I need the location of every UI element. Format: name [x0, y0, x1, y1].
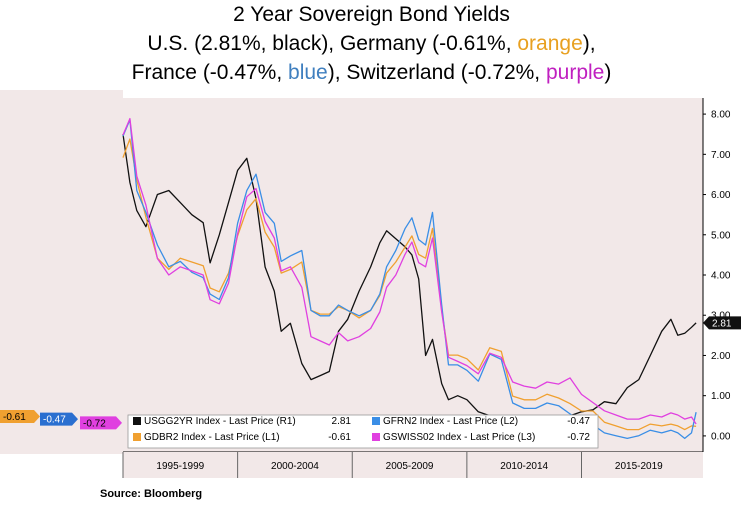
price-tag-label-germany: -0.61: [3, 412, 26, 423]
period-band: [123, 452, 703, 478]
axis-tick-label: 5.00: [711, 230, 731, 241]
legend-label-us: USGG2YR Index - Last Price (R1): [144, 416, 296, 427]
period-label: 2010-2014: [500, 461, 548, 472]
series-line-germany: [122, 138, 697, 431]
bond-yield-chart: 7.006.005.004.003.002.001.000.00-1.00 8.…: [0, 90, 741, 478]
axis-tick-label: 3.00: [711, 311, 731, 322]
legend-swatch-germany: [133, 433, 141, 441]
chart-subtitle-line-3: France (-0.47%, blue), Switzerland (-0.7…: [0, 60, 743, 86]
legend-label-france: GFRN2 Index - Last Price (L2): [383, 416, 518, 427]
series-line-switzerland: [122, 117, 697, 425]
legend-value-france: -0.47: [567, 416, 590, 427]
price-tag-label-us: 2.81: [712, 318, 732, 329]
legend-value-us: 2.81: [332, 416, 352, 427]
legend-label-germany: GDBR2 Index - Last Price (L1): [144, 432, 280, 443]
subtitle-orange-word: orange: [517, 32, 583, 55]
right-axis: 8.00 7.00 6.00 5.00 4.00 3.00 2.00 1.00 0.00: [702, 98, 731, 452]
chart-legend: USGG2YR Index - Last Price (R1) 2.81 GDBR2…: [127, 414, 599, 449]
period-label: 2015-2019: [615, 461, 663, 472]
price-tag-label-switzerland: -0.72: [83, 418, 106, 429]
price-tag-switzerland: [80, 416, 122, 430]
axis-tick-label: 4.00: [711, 271, 731, 282]
legend-swatch-switzerland: [372, 433, 380, 441]
axis-tick-label: 0.00: [711, 431, 731, 442]
subtitle-switzerland-text: ), Switzerland (-0.72%,: [327, 61, 546, 84]
legend-swatch-us: [133, 417, 141, 425]
period-label: 2005-2009: [386, 461, 434, 472]
axis-strip: [0, 90, 123, 454]
chart-subtitle-line-2: U.S. (2.81%, black), Germany (-0.61%, or…: [0, 31, 743, 57]
legend-value-switzerland: -0.72: [567, 432, 590, 443]
series-layer: [122, 117, 697, 440]
legend-label-switzerland: GSWISS02 Index - Last Price (L3): [383, 432, 535, 443]
legend-box: [127, 414, 599, 449]
subtitle-line3-close: ): [604, 61, 612, 84]
plot-area: [123, 98, 703, 452]
x-axis-periods: 1995-1999 2000-2004 2005-2009 2010-2014 2015…: [122, 451, 703, 478]
chart-title: 2 Year Sovereign Bond Yields: [233, 3, 510, 26]
price-tag-label-france: -0.47: [43, 415, 66, 426]
subtitle-france-text: France (-0.47%,: [131, 61, 289, 84]
last-price-tags: 2.81 -0.61 -0.47 -0.72: [0, 316, 741, 430]
subtitle-us-germany-text: U.S. (2.81%, black), Germany (-0.61%,: [147, 32, 518, 55]
price-tag-germany: [0, 409, 40, 423]
source-note: Source: Bloomberg: [100, 488, 203, 500]
axis-tick-label: 2.00: [711, 351, 731, 362]
subtitle-purple-word: purple: [545, 61, 605, 84]
series-line-france: [122, 119, 697, 440]
legend-swatch-france: [372, 417, 380, 425]
period-label: 1995-1999: [156, 461, 204, 472]
price-tag-us: [703, 316, 741, 330]
period-label: 2000-2004: [271, 461, 319, 472]
legend-value-germany: -0.61: [328, 432, 351, 443]
subtitle-blue-word: blue: [288, 61, 328, 84]
axis-tick-label: 8.00: [711, 110, 731, 121]
price-tag-france: [40, 412, 78, 426]
subtitle-line2-close: ),: [582, 32, 596, 55]
axis-tick-label: 1.00: [711, 391, 731, 402]
axis-tick-label: 7.00: [711, 150, 731, 161]
axis-tick-label: 6.00: [711, 190, 731, 201]
